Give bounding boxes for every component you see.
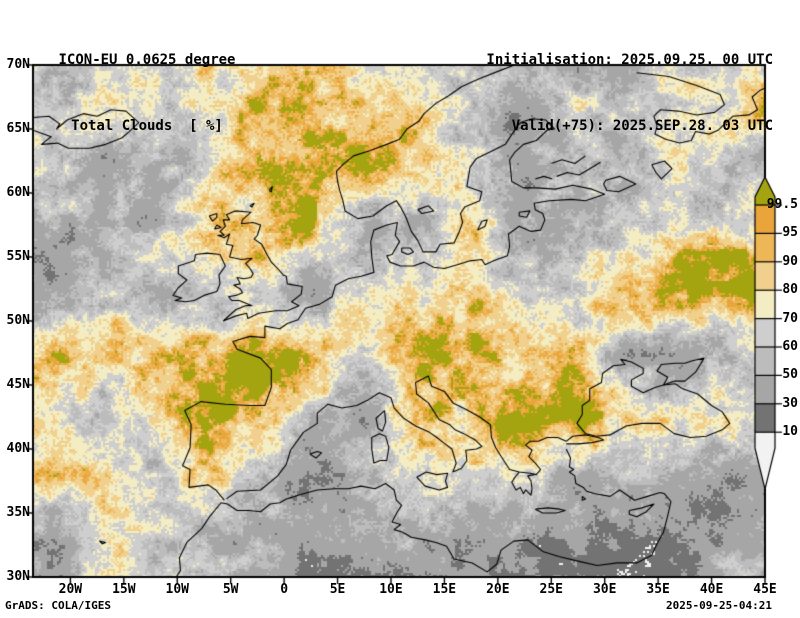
lat-tick-label-50N: 50N: [6, 313, 30, 328]
lon-tick-label-25E: 25E: [539, 582, 563, 597]
lon-tick-label-15E: 15E: [432, 582, 457, 597]
lon-tick-label-15W: 15W: [112, 582, 136, 597]
lat-tick-label-70N: 70N: [6, 57, 30, 72]
title-block: ICON-EU 0.0625 degree Total Clouds [ %]: [38, 5, 256, 181]
lon-tick-label-20E: 20E: [486, 582, 510, 597]
lat-tick-label-40N: 40N: [6, 441, 30, 456]
colorbar-tick-label-50: 50: [782, 367, 798, 383]
colorbar-tick-label-90: 90: [782, 253, 798, 269]
lon-tick-label-35E: 35E: [646, 582, 670, 597]
colorbar-tick-label-99.5: 99.5: [766, 197, 798, 212]
colorbar-tick-label-80: 80: [782, 282, 798, 298]
colorbar-tick-label-30: 30: [782, 395, 798, 411]
lon-tick-label-5W: 5W: [222, 582, 239, 597]
grads-credit: GrADS: COLA/IGES: [5, 599, 111, 612]
lat-tick-label-60N: 60N: [6, 185, 30, 200]
lon-tick-label-40E: 40E: [699, 582, 724, 597]
lon-tick-label-10E: 10E: [379, 582, 403, 597]
lon-tick-label-0: 0: [280, 582, 289, 597]
colorbar-tick-label-10: 10: [782, 424, 798, 440]
valid-time: Valid(+75): 2025.SEP.28. 03 UTC: [511, 118, 773, 134]
colorbar-tick-label-70: 70: [782, 310, 798, 326]
lat-tick-label-30N: 30N: [6, 569, 30, 584]
colorbar-tick-label-60: 60: [782, 339, 798, 354]
colorbar-tick-label-95: 95: [782, 225, 798, 241]
lat-tick-label-45N: 45N: [6, 377, 30, 392]
lon-tick-label-30E: 30E: [592, 582, 617, 597]
lon-tick-label-20W: 20W: [58, 582, 83, 597]
lat-tick-label-55N: 55N: [6, 249, 30, 264]
lon-tick-label-10W: 10W: [165, 582, 189, 597]
field-title: Total Clouds [ %]: [71, 118, 223, 134]
lon-tick-label-45E: 45E: [753, 582, 777, 597]
lat-tick-label-65N: 65N: [6, 121, 30, 136]
render-timestamp: 2025-09-25-04:21: [666, 599, 772, 612]
lat-tick-label-35N: 35N: [6, 505, 30, 520]
init-time: Initialisation: 2025.09.25. 00 UTC: [486, 52, 773, 68]
model-title: ICON-EU 0.0625 degree: [58, 52, 236, 68]
time-block: Initialisation: 2025.09.25. 00 UTC Valid…: [486, 5, 773, 181]
lon-tick-label-5E: 5E: [329, 582, 346, 597]
